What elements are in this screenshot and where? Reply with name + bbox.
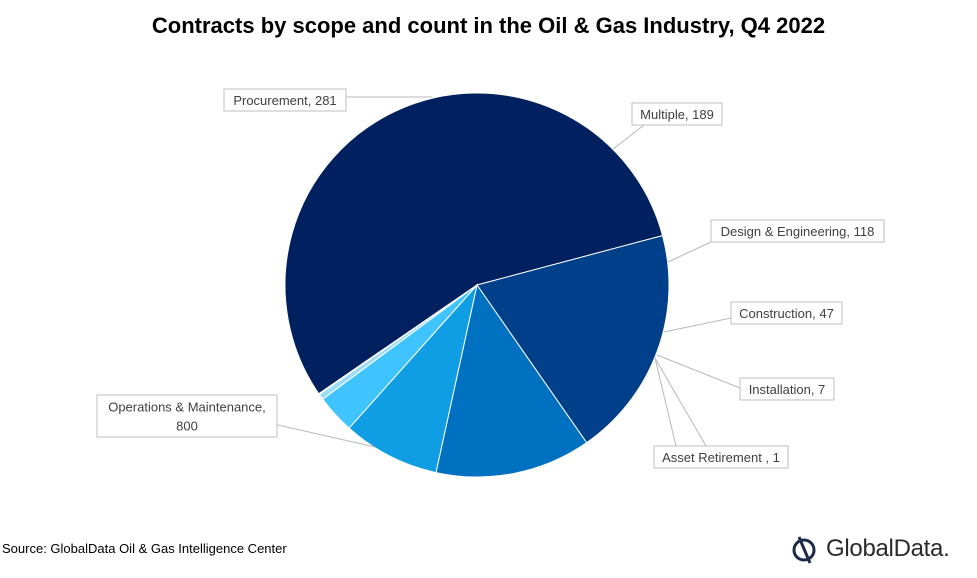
data-label: Procurement, 281 xyxy=(233,93,336,108)
leader-lines xyxy=(277,96,741,448)
data-label: 800 xyxy=(176,419,198,434)
data-label: Operations & Maintenance, xyxy=(108,400,266,415)
leader-line xyxy=(667,241,712,263)
leader-line xyxy=(611,124,645,151)
data-label: Multiple, 189 xyxy=(640,107,714,122)
logo-text: GlobalData. xyxy=(826,535,950,562)
pie-slice-asset-retirement xyxy=(318,284,478,396)
data-label-box xyxy=(653,445,789,469)
data-label-box xyxy=(730,301,843,325)
data-label-box xyxy=(223,88,347,112)
data-label: Design & Engineering, 118 xyxy=(721,224,875,239)
leader-line xyxy=(654,357,677,447)
pie-slice-design-engineering xyxy=(348,283,478,474)
data-label: Asset Retirement , 1 xyxy=(662,450,780,465)
data-label: Construction, 47 xyxy=(739,306,834,321)
data-label-box xyxy=(96,394,278,438)
pie-slices xyxy=(284,92,670,478)
pie-slice-procurement xyxy=(476,234,670,444)
source-note: Source: GlobalData Oil & Gas Intelligenc… xyxy=(2,541,287,556)
data-label-box xyxy=(739,377,835,401)
leader-line xyxy=(663,317,732,333)
globaldata-logo-icon xyxy=(792,536,816,564)
data-labels: Operations & Maintenance, 800 Procurement,… xyxy=(96,88,885,469)
globaldata-logo: GlobalData. xyxy=(790,532,950,566)
leader-line xyxy=(656,354,741,389)
data-label-box xyxy=(710,219,885,243)
data-label: Installation, 7 xyxy=(749,382,826,397)
data-label-box xyxy=(631,102,723,126)
pie-slice-operations-maintenance xyxy=(284,92,664,395)
pie-slice-multiple xyxy=(435,283,588,478)
chart-title: Contracts by scope and count in the Oil … xyxy=(151,13,826,38)
leader-line xyxy=(654,357,707,447)
